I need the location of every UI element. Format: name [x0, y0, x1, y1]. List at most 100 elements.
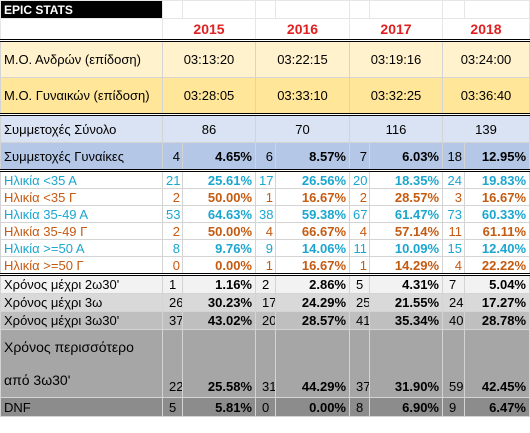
year-label: 2016 [255, 18, 350, 41]
row-label: Χρόνος περισσότερο από 3ω30' [0, 329, 163, 398]
row-label: Ηλικία 35-49 Γ [0, 222, 163, 240]
data-row: Συμμετοχές Γυναίκες 4 4.65% 6 8.57% 7 6.03% 18 1… [0, 142, 530, 171]
data-row: Χρόνος μέχρι 2ω30' 1 1.16% 2 2.86% 5 4.31% 7 5.0… [0, 273, 530, 294]
row-label: Χρόνος μέχρι 3ω [0, 293, 163, 312]
data-row: Ηλικία 35-49 Α 53 64.63% 38 59.38% 67 61.47% 73… [0, 205, 530, 223]
percent-cell: 35.34% [369, 311, 443, 330]
data-row: Ηλικία <35 Α 21 25.61% 17 26.56% 20 18.35% 24 19… [0, 169, 530, 189]
percent-cell: 16.67% [275, 256, 350, 275]
percent-cell: 25.61% [182, 169, 256, 189]
count-cell: 2 [255, 273, 276, 294]
count-cell: 11 [349, 239, 370, 257]
empty-cell [275, 0, 350, 19]
data-row: Μ.Ο. Ανδρών (επίδοση) 03:13:20 03:22:15 03:… [0, 39, 530, 78]
percent-cell: 9.76% [182, 239, 256, 257]
row-label: DNF [0, 397, 163, 417]
count-cell: 53 [162, 205, 183, 223]
data-row: Χρόνος μέχρι 3ω 26 30.23% 17 24.29% 25 21.55% 2… [0, 293, 530, 312]
percent-cell: 1.16% [182, 273, 256, 294]
count-cell: 17 [255, 293, 276, 312]
percent-cell: 28.78% [464, 311, 530, 330]
year-label: 2018 [442, 18, 530, 41]
percent-cell: 57.14% [369, 222, 443, 240]
row-label: Ηλικία >=50 Γ [0, 256, 163, 275]
data-row: Ηλικία >=50 Α 8 9.76% 9 14.06% 11 10.09% 15 12.4… [0, 239, 530, 257]
data-row: Συμμετοχές Σύνολο 86 70 116 139 [0, 113, 530, 143]
percent-cell: 50.00% [182, 222, 256, 240]
value-cell: 86 [162, 113, 256, 143]
row-label: Μ.Ο. Γυναικών (επίδοση) [0, 77, 163, 115]
count-cell: 20 [255, 311, 276, 330]
count-cell: 15 [442, 239, 465, 257]
count-cell: 37 [349, 329, 370, 398]
finish-times-section: Χρόνος μέχρι 2ω30' 1 1.16% 2 2.86% 5 4.31% 7 5.0… [0, 273, 530, 417]
percent-cell: 12.95% [464, 142, 530, 171]
percent-cell: 31.90% [369, 329, 443, 398]
count-cell: 6 [255, 142, 276, 171]
percent-cell: 43.02% [182, 311, 256, 330]
percent-cell: 0.00% [275, 397, 350, 417]
percent-cell: 61.11% [464, 222, 530, 240]
percent-cell: 26.56% [275, 169, 350, 189]
count-cell: 2 [162, 188, 183, 206]
empty-cell [442, 0, 465, 19]
count-cell: 5 [349, 273, 370, 294]
percent-cell: 4.65% [182, 142, 256, 171]
stats-table: EPIC STATS 2015 2016 2017 2018 Μ.Ο. Ανδρών (… [0, 0, 530, 417]
participation-section: Συμμετοχές Σύνολο 86 70 116 139 Συμμετοχές Γυ… [0, 113, 530, 171]
row-label: Χρόνος μέχρι 2ω30' [0, 273, 163, 294]
count-cell: 4 [442, 256, 465, 275]
count-cell: 41 [349, 311, 370, 330]
value-cell: 03:36:40 [442, 77, 530, 115]
empty-cell [255, 0, 276, 19]
count-cell: 37 [162, 311, 183, 330]
count-cell: 67 [349, 205, 370, 223]
count-cell: 20 [349, 169, 370, 189]
data-row: Μ.Ο. Γυναικών (επίδοση) 03:28:05 03:33:10 0… [0, 77, 530, 115]
count-cell: 1 [349, 256, 370, 275]
empty-cell [369, 0, 443, 19]
percent-cell: 24.29% [275, 293, 350, 312]
percent-cell: 30.23% [182, 293, 256, 312]
percent-cell: 28.57% [275, 311, 350, 330]
count-cell: 21 [162, 169, 183, 189]
row-label: Ηλικία <35 Γ [0, 188, 163, 206]
count-cell: 8 [349, 397, 370, 417]
percent-cell: 59.38% [275, 205, 350, 223]
count-cell: 0 [255, 397, 276, 417]
percent-cell: 18.35% [369, 169, 443, 189]
percent-cell: 25.58% [182, 329, 256, 398]
title-row: EPIC STATS [0, 0, 530, 19]
year-row: 2015 2016 2017 2018 [0, 18, 530, 41]
percent-cell: 6.03% [369, 142, 443, 171]
data-row: Χρόνος περισσότερο από 3ω30' 22 25.58% 31 44… [0, 329, 530, 398]
percent-cell: 5.04% [464, 273, 530, 294]
percent-cell: 66.67% [275, 222, 350, 240]
row-label: Ηλικία >=50 Α [0, 239, 163, 257]
count-cell: 22 [162, 329, 183, 398]
empty-cell [182, 0, 256, 19]
averages-section: Μ.Ο. Ανδρών (επίδοση) 03:13:20 03:22:15 03:… [0, 39, 530, 115]
data-row: DNF 5 5.81% 0 0.00% 8 6.90% 9 6.47% [0, 397, 530, 417]
row-label: Ηλικία 35-49 Α [0, 205, 163, 223]
row-label: Συμμετοχές Σύνολο [0, 113, 163, 143]
percent-cell: 44.29% [275, 329, 350, 398]
value-cell: 03:13:20 [162, 39, 256, 78]
percent-cell: 21.55% [369, 293, 443, 312]
value-cell: 03:28:05 [162, 77, 256, 115]
percent-cell: 61.47% [369, 205, 443, 223]
count-cell: 40 [442, 311, 465, 330]
percent-cell: 4.31% [369, 273, 443, 294]
sheet-title: EPIC STATS [0, 0, 163, 19]
data-row: Χρόνος μέχρι 3ω30' 37 43.02% 20 28.57% 41 35.3… [0, 311, 530, 330]
row-label: Μ.Ο. Ανδρών (επίδοση) [0, 39, 163, 78]
percent-cell: 42.45% [464, 329, 530, 398]
data-row: Ηλικία <35 Γ 2 50.00% 1 16.67% 2 28.57% 3 16.67% [0, 188, 530, 206]
count-cell: 25 [349, 293, 370, 312]
count-cell: 8 [162, 239, 183, 257]
row-label: Χρόνος μέχρι 3ω30' [0, 311, 163, 330]
percent-cell: 28.57% [369, 188, 443, 206]
count-cell: 1 [162, 273, 183, 294]
percent-cell: 16.67% [464, 188, 530, 206]
